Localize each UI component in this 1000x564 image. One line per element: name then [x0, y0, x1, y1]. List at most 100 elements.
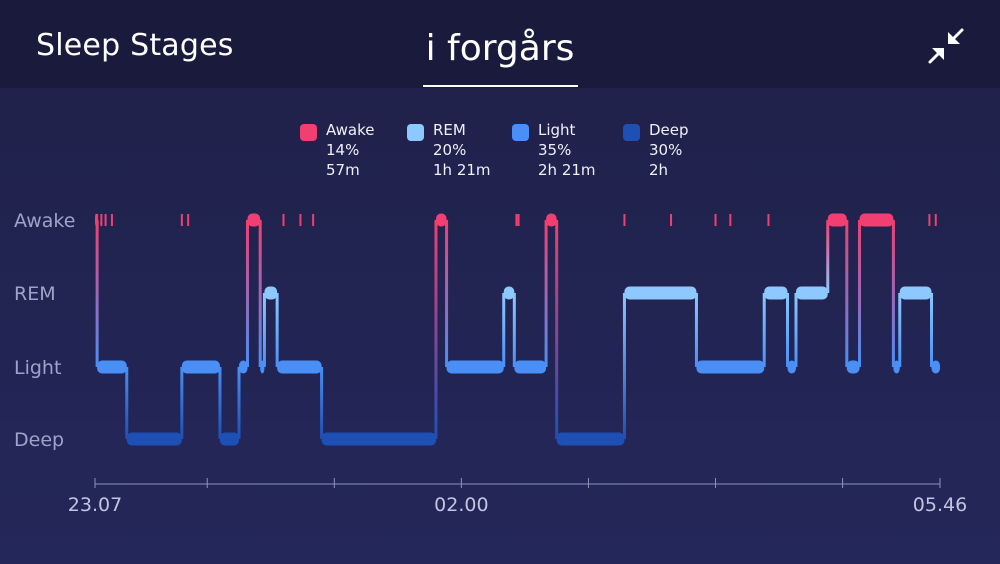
legend-label: Light	[538, 121, 576, 139]
header-bar	[0, 0, 1000, 88]
legend-percent: 35%	[538, 141, 572, 159]
stage-transition	[245, 220, 249, 367]
stage-segment-rem	[764, 286, 788, 300]
stage-segment-light	[846, 360, 860, 374]
stage-segment-awake	[247, 213, 261, 227]
stage-transition	[275, 293, 279, 367]
stage-segment-awake	[827, 213, 847, 227]
stage-transition	[898, 293, 902, 367]
stage-segment-awake	[859, 213, 894, 227]
legend-percent: 30%	[649, 141, 683, 159]
stage-transition	[694, 293, 698, 367]
stage-transition	[237, 367, 241, 439]
awake-marker	[670, 214, 673, 226]
tab-active-indicator	[423, 85, 578, 87]
stage-segment-rem	[503, 286, 515, 300]
legend-label: REM	[433, 121, 466, 139]
page-title: Sleep Stages	[36, 28, 234, 63]
legend-duration: 1h 21m	[433, 161, 491, 179]
awake-marker	[729, 214, 732, 226]
legend-duration: 2h 21m	[538, 161, 596, 179]
awake-marker	[180, 214, 183, 226]
stage-segment-light	[181, 360, 220, 374]
legend-label: Awake	[326, 121, 375, 139]
stage-segment-light	[446, 360, 504, 374]
stage-transition	[891, 220, 895, 367]
legend-percent: 20%	[433, 141, 467, 159]
stage-transition	[95, 220, 99, 367]
x-tick-label: 02.00	[434, 494, 488, 516]
stage-segment-light	[931, 360, 940, 374]
stage-transition	[845, 220, 849, 367]
stage-transition	[218, 367, 222, 439]
awake-marker	[517, 214, 520, 226]
x-tick-label: 23.07	[68, 494, 122, 516]
stage-segment-light	[787, 360, 796, 374]
stage-transition	[930, 293, 934, 367]
stage-transition	[434, 220, 438, 439]
awake-marker	[312, 214, 315, 226]
stage-segment-rem	[795, 286, 828, 300]
stage-transition	[512, 293, 516, 367]
awake-marker	[714, 214, 717, 226]
stage-transition	[622, 293, 626, 439]
y-label-awake: Awake	[14, 210, 75, 232]
stage-segment-deep	[219, 432, 240, 446]
y-label-light: Light	[14, 357, 61, 379]
stage-segment-deep	[126, 432, 182, 446]
awake-marker	[928, 214, 931, 226]
awake-marker	[515, 214, 518, 226]
stage-segment-awake	[546, 213, 557, 227]
collapse-arrows-icon	[928, 28, 964, 64]
stage-segment-light	[277, 360, 322, 374]
awake-marker	[299, 214, 302, 226]
y-label-deep: Deep	[14, 429, 64, 451]
legend-label: Deep	[649, 121, 689, 139]
stage-segment-light	[696, 360, 765, 374]
awake-marker	[110, 214, 113, 226]
stage-segment-rem	[624, 286, 697, 300]
legend-swatch-awake	[300, 124, 317, 141]
awake-marker	[96, 214, 99, 226]
awake-marker	[282, 214, 285, 226]
stage-segment-light	[893, 360, 900, 374]
stage-transition	[502, 293, 506, 367]
stage-transition	[544, 220, 548, 367]
stage-transition	[262, 293, 266, 367]
y-label-rem: REM	[14, 283, 56, 305]
awake-marker	[100, 214, 103, 226]
x-tick-label: 05.46	[913, 494, 967, 516]
stage-transition	[445, 220, 449, 367]
awake-marker	[623, 214, 626, 226]
legend-duration: 2h	[649, 161, 669, 179]
legend-percent: 14%	[326, 141, 360, 159]
stage-segment-light	[239, 360, 248, 374]
stage-transition	[786, 293, 790, 367]
legend-swatch-light	[512, 124, 529, 141]
stage-transition	[555, 220, 559, 439]
legend-swatch-deep	[623, 124, 640, 141]
stage-transition	[858, 220, 862, 367]
stage-segment-light	[514, 360, 547, 374]
stage-segment-rem	[264, 286, 278, 300]
awake-marker	[767, 214, 770, 226]
legend-swatch-rem	[407, 124, 424, 141]
stage-transition	[762, 293, 766, 367]
awake-marker	[104, 214, 107, 226]
stage-segment-deep	[556, 432, 625, 446]
tab-day[interactable]: i forgårs	[425, 28, 575, 69]
awake-marker	[187, 214, 190, 226]
stage-transition	[794, 293, 798, 367]
legend-duration: 57m	[326, 161, 360, 179]
stage-transition	[826, 220, 830, 293]
stage-transition	[180, 367, 184, 439]
awake-marker	[934, 214, 937, 226]
stage-transition	[125, 367, 129, 439]
stage-segment-awake	[435, 213, 447, 227]
stage-transition	[320, 367, 324, 439]
stage-segment-light	[97, 360, 127, 374]
collapse-button[interactable]	[926, 26, 966, 66]
stage-segment-deep	[321, 432, 436, 446]
stage-transition	[258, 220, 262, 367]
